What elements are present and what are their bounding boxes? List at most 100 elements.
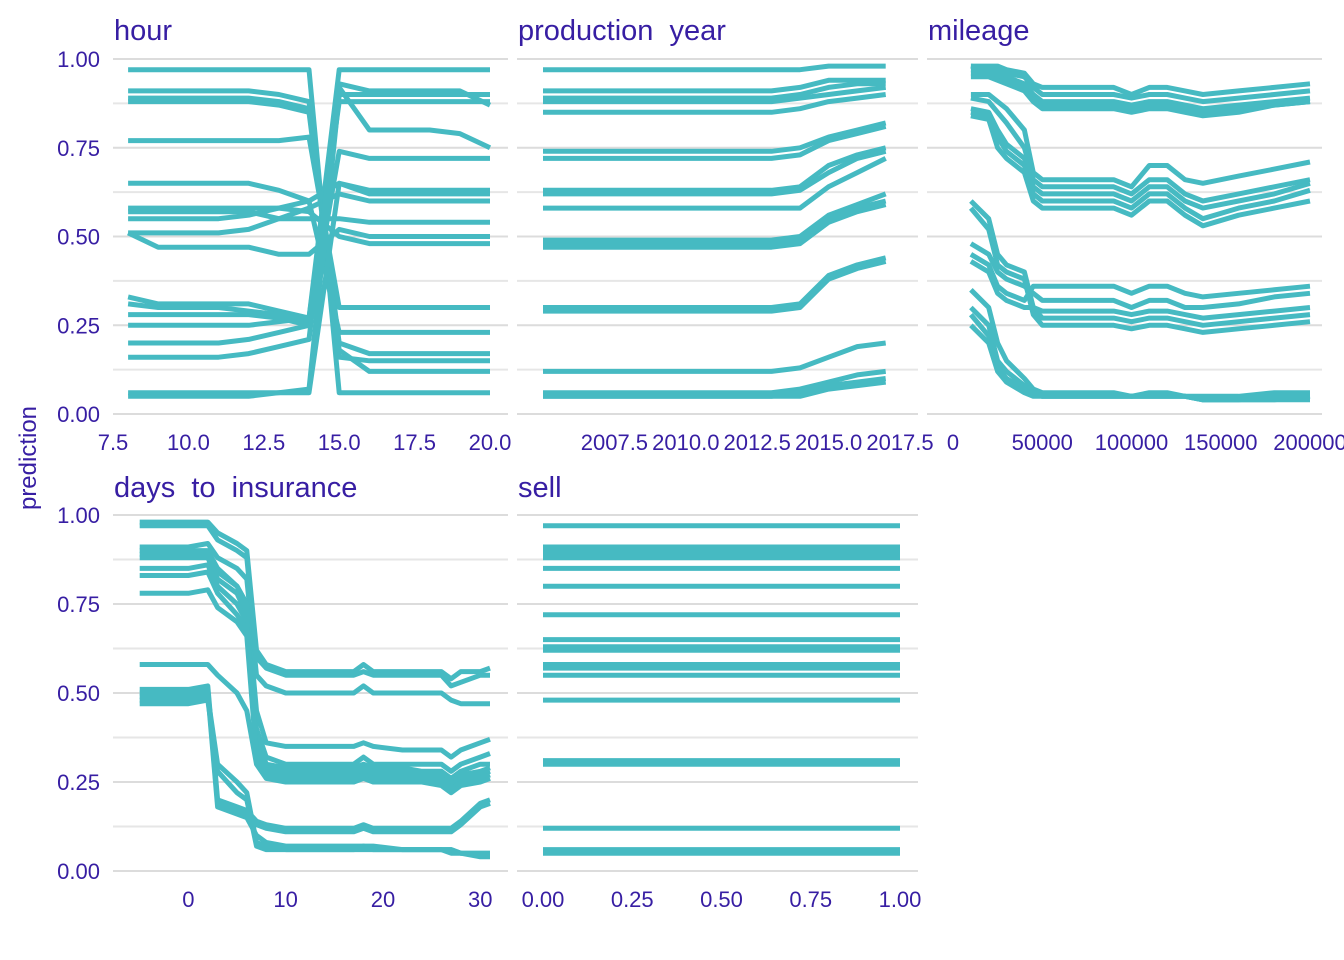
series-line-hour-10: [128, 191, 490, 236]
series-line-mileage-10: [970, 113, 1311, 229]
series-line-hour-2: [128, 88, 490, 364]
series-line-days-to-insurance-10: [139, 662, 491, 796]
series-line-hour-9: [128, 180, 490, 222]
series-line-production-year-5: [543, 92, 887, 115]
series-line-hour-8: [128, 209, 490, 225]
series-line-days-to-insurance-1: [139, 519, 491, 682]
series-line-days-to-insurance-12: [139, 686, 491, 835]
series-line-production-year-7: [543, 123, 887, 161]
x-tick-label: 150000: [1184, 430, 1257, 455]
series-line-hour-3: [128, 95, 490, 357]
series-line-hour-7: [128, 205, 490, 247]
panel-production-year: 2007.5 2010.0 2012.5 2015.0 2017.5 production…: [517, 15, 934, 455]
series-line-production-year-16: [543, 340, 887, 374]
x-tick-label: 10.0: [167, 430, 210, 455]
x-tick-label: 2007.5: [581, 430, 648, 455]
y-tick-label: 0.25: [57, 313, 100, 338]
panel-mileage: 0 50000 100000 150000 200000 mileage: [927, 15, 1344, 455]
series-line-mileage-15: [969, 259, 1311, 321]
series-line-days-to-insurance-11: [139, 683, 491, 831]
series-line-production-year-3: [543, 81, 886, 101]
x-tick-label: 0.75: [789, 887, 832, 912]
series-line-mileage-14: [969, 252, 1311, 303]
panel-title: sell: [518, 472, 562, 504]
series-line-mileage-5: [970, 74, 1311, 119]
x-tick-label: 200000: [1273, 430, 1344, 455]
x-tick-label: 2015.0: [795, 430, 862, 455]
series-line-days-to-insurance-2: [139, 523, 490, 689]
series-line-production-year-12: [543, 198, 887, 247]
x-tick-label: 100000: [1095, 430, 1168, 455]
panel-title: hour: [114, 15, 172, 47]
panel-sell: 0.00 0.25 0.50 0.75 1.00 sell: [517, 472, 921, 912]
series-line-hour-1: [128, 67, 490, 396]
panel-title: production year: [518, 15, 726, 47]
series-line-hour-17: [128, 81, 492, 360]
series-line-mileage-4: [970, 70, 1311, 115]
series-line-hour-18: [128, 180, 490, 396]
y-tick-label: 0.75: [57, 136, 100, 161]
panel-title: mileage: [928, 15, 1030, 47]
panel-title: days to insurance: [114, 472, 357, 504]
series-line-mileage-1: [970, 63, 1311, 97]
series-line-days-to-insurance-3: [139, 541, 490, 707]
x-tick-label: 0.00: [522, 887, 565, 912]
series-line-mileage-16: [969, 288, 1310, 399]
series-line-days-to-insurance-9: [139, 587, 491, 792]
series-line-mileage-7: [970, 95, 1311, 204]
series-line-production-year-8: [543, 145, 887, 193]
series-line-mileage-6: [970, 92, 1311, 190]
series-line-mileage-12: [968, 206, 1311, 335]
series-line-production-year-13: [543, 202, 887, 250]
x-tick-label: 12.5: [242, 430, 285, 455]
series-line-production-year-4: [543, 84, 887, 105]
series-line-days-to-insurance-6: [139, 555, 490, 781]
y-tick-label: 0.75: [57, 592, 100, 617]
x-tick-label: 10: [273, 887, 297, 912]
x-tick-label: 7.5: [98, 430, 129, 455]
series-line-hour-5: [128, 134, 490, 310]
x-tick-label: 15.0: [318, 430, 361, 455]
x-tick-label: 30: [468, 887, 492, 912]
y-tick-label: 0.00: [57, 859, 100, 884]
x-tick-label: 2012.5: [724, 430, 791, 455]
y-axis-label: prediction: [15, 406, 42, 510]
series-line-mileage-11: [969, 199, 1311, 328]
series-line-mileage-2: [970, 67, 1311, 105]
series-line-mileage-9: [970, 109, 1311, 222]
x-tick-label: 0: [947, 430, 959, 455]
y-tick-label: 0.00: [57, 402, 100, 427]
x-tick-label: 50000: [1012, 430, 1073, 455]
series-line-days-to-insurance-8: [139, 569, 491, 789]
series-line-production-year-6: [543, 120, 887, 154]
series-line-production-year-15: [543, 258, 887, 314]
series-line-hour-11: [127, 226, 490, 257]
x-tick-label: 0.25: [611, 887, 654, 912]
x-tick-label: 20: [371, 887, 395, 912]
series-line-production-year-17: [543, 368, 887, 396]
x-tick-label: 2017.5: [866, 430, 933, 455]
x-tick-label: 2010.0: [652, 430, 719, 455]
x-tick-label: 0.50: [700, 887, 743, 912]
x-tick-label: 1.00: [879, 887, 922, 912]
panel-days-to-insurance: 0.00 0.25 0.50 0.75 1.00 0 10 20 30 days to insur…: [57, 472, 508, 912]
series-line-mileage-3: [970, 63, 1311, 112]
y-tick-label: 0.50: [57, 225, 100, 250]
series-line-mileage-13: [969, 241, 1311, 310]
x-tick-label: 20.0: [469, 430, 512, 455]
series-line-production-year-9: [543, 148, 887, 197]
series-line-production-year-2: [543, 77, 886, 94]
series-line-hour-19: [128, 92, 490, 399]
series-line-production-year-19: [543, 379, 887, 399]
series-line-production-year-11: [543, 191, 887, 243]
series-line-mileage-19: [969, 323, 1310, 403]
x-tick-label: 17.5: [393, 430, 436, 455]
y-tick-label: 1.00: [57, 503, 100, 528]
series-line-production-year-14: [543, 255, 887, 310]
y-tick-label: 1.00: [57, 47, 100, 72]
panel-grid: 0.00 0.25 0.50 0.75 1.00 7.5 10.0 12.5 15.0 17.5 2…: [57, 15, 1344, 912]
x-tick-label: 0: [182, 887, 194, 912]
series-line-days-to-insurance-7: [139, 562, 491, 785]
y-tick-label: 0.50: [57, 681, 100, 706]
